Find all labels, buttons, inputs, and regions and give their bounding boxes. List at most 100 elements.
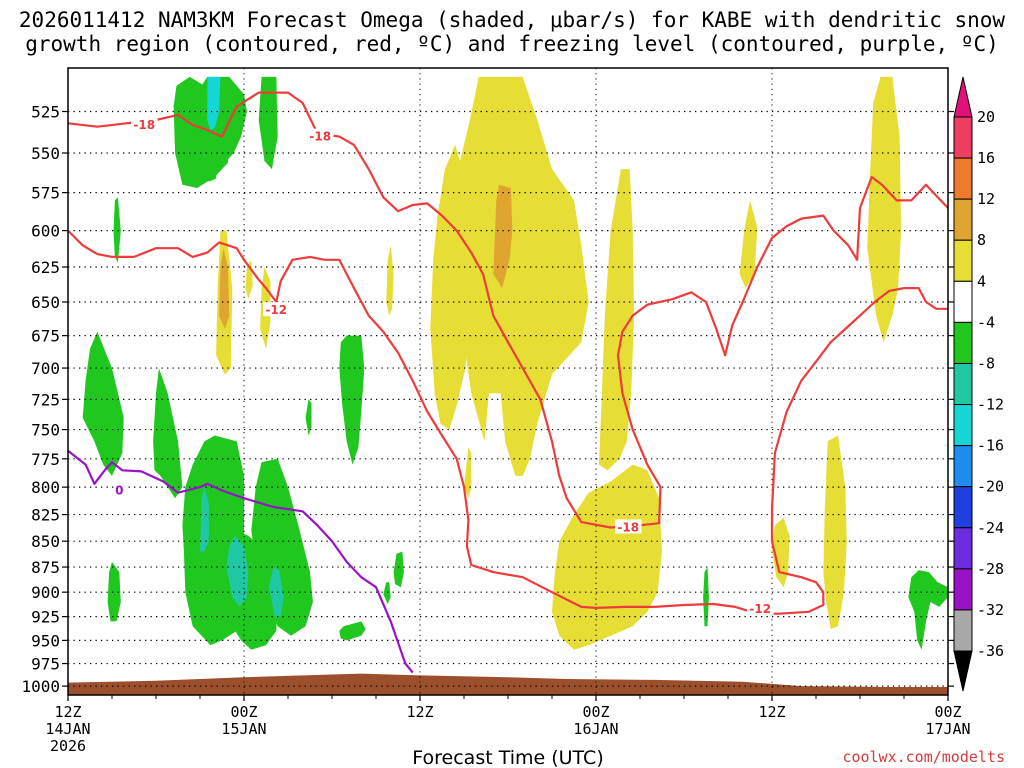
y-tick-label-625: 625 <box>31 258 60 277</box>
y-tick-label-750: 750 <box>31 421 60 440</box>
y-tick-label-925: 925 <box>31 608 60 627</box>
omega-region-28 <box>393 551 404 588</box>
x-tick-label-1-1: 00Z <box>230 703 257 721</box>
y-tick-label-875: 875 <box>31 558 60 577</box>
colorbar-label-11: -28 <box>977 560 1004 578</box>
colorbar-swatch-3 <box>953 239 973 282</box>
colorbar-label-3: 8 <box>977 231 986 249</box>
y-tick-label-1000: 1000 <box>21 677 60 696</box>
contour-red-1 <box>68 229 948 615</box>
omega-region-5 <box>867 76 902 343</box>
x-tick-label-0-1: 12Z <box>54 703 81 721</box>
title-line-1: 2026011412 NAM3KM Forecast Omega (shaded… <box>19 8 1006 32</box>
x-tick-label-4-1: 12Z <box>758 703 785 721</box>
colorbar-label-10: -24 <box>977 519 1004 537</box>
x-tick-label-0-2: 14JAN <box>45 720 90 738</box>
omega-region-27 <box>305 399 312 436</box>
colorbar-label-7: -12 <box>977 396 1004 414</box>
colorbar-label-13: -36 <box>977 642 1004 660</box>
omega-region-23 <box>207 153 218 182</box>
x-tick-label-5-2: 17JAN <box>925 720 970 738</box>
x-tick-label-3-2: 16JAN <box>573 720 618 738</box>
omega-region-16 <box>200 76 247 170</box>
y-tick-label-950: 950 <box>31 631 60 650</box>
omega-region-33 <box>226 535 249 607</box>
title-line-2: growth region (contoured, red, ºC) and f… <box>25 32 999 56</box>
contour-label-bg-2-0 <box>113 482 126 497</box>
omega-region-12 <box>464 447 472 499</box>
colorbar-label-5: -4 <box>977 313 995 331</box>
omega-shading <box>68 76 948 695</box>
y-tick-label-675: 675 <box>31 327 60 346</box>
contour-label-bg-0-1 <box>307 128 334 143</box>
omega-region-1 <box>430 144 470 430</box>
omega-region-19 <box>82 331 124 476</box>
omega-region-30 <box>908 570 948 650</box>
omega-region-25 <box>107 561 121 622</box>
omega-region-24 <box>339 335 365 465</box>
x-tick-label-0-3: 2026 <box>50 737 86 755</box>
y-tick-label-775: 775 <box>31 450 60 469</box>
y-tick-label-650: 650 <box>31 293 60 312</box>
colorbar-swatch-7 <box>953 404 973 447</box>
y-tick-label-550: 550 <box>31 144 60 163</box>
y-tick-label-800: 800 <box>31 478 60 497</box>
omega-region-22 <box>251 458 313 636</box>
colorbar-label-0: 20 <box>977 108 995 126</box>
omega-region-29 <box>113 197 121 263</box>
y-axis: 525 550 575 600 625 650 675 700 725 750 775 800 825 8… <box>21 103 954 696</box>
omega-region-7 <box>772 517 790 588</box>
colorbar-label-1: 16 <box>977 149 995 167</box>
grid-lines <box>68 68 948 695</box>
omega-region-31 <box>383 582 391 604</box>
y-tick-label-975: 975 <box>31 655 60 674</box>
y-tick-label-900: 900 <box>31 583 60 602</box>
y-tick-label-700: 700 <box>31 359 60 378</box>
colorbar-swatch-11 <box>953 568 973 611</box>
credit-text: coolwx.com/modelts <box>842 748 1005 766</box>
colorbar-swatch-6 <box>953 362 973 406</box>
contour-label-1-0: -12 <box>265 303 287 317</box>
colorbar-swatch-9 <box>953 486 973 529</box>
temperature-contours: -18 -18 -18 -12 -12 0 <box>68 91 948 674</box>
omega-region-10 <box>386 245 394 316</box>
y-tick-label-850: 850 <box>31 532 60 551</box>
colorbar-swatch-2 <box>953 198 973 241</box>
contour-label-2-0: 0 <box>115 483 123 497</box>
omega-region-13 <box>493 184 513 289</box>
colorbar-legend: 20 16 12 8 4 -4 -8 -12 -16 -20 -24 -28 -32 -36 <box>953 76 1004 692</box>
contour-label-bg-1-0 <box>263 302 290 317</box>
x-tick-label-5-1: 00Z <box>934 703 961 721</box>
x-axis-label: Forecast Time (UTC) <box>412 747 603 768</box>
omega-region-36 <box>207 76 221 130</box>
contour-label-bg-0-2 <box>615 519 642 534</box>
colorbar-swatch-1 <box>953 157 973 200</box>
omega-region-17 <box>258 76 278 170</box>
x-tick-label-1-2: 15JAN <box>221 720 266 738</box>
contour-label-0-0: -18 <box>133 118 155 132</box>
y-tick-label-600: 600 <box>31 222 60 241</box>
chart-title: 2026011412 NAM3KM Forecast Omega (shaded… <box>19 8 1006 56</box>
colorbar-swatch-0 <box>953 116 973 159</box>
x-tick-label-2-1: 12Z <box>406 703 433 721</box>
omega-region-18 <box>153 368 183 499</box>
colorbar-bottom-arrow <box>953 650 973 692</box>
omega-region-3 <box>552 464 662 650</box>
colorbar-swatch-8 <box>953 445 973 488</box>
colorbar-swatch-12 <box>953 609 973 652</box>
contour-label-1-1: -12 <box>749 602 771 616</box>
colorbar-label-2: 12 <box>977 190 995 208</box>
y-tick-label-825: 825 <box>31 506 60 525</box>
contour-label-0-2: -18 <box>617 520 639 534</box>
colorbar-label-9: -20 <box>977 478 1004 496</box>
omega-region-14 <box>219 248 230 329</box>
colorbar-swatch-4 <box>953 280 973 323</box>
ground-surface <box>68 673 948 695</box>
colorbar-label-8: -16 <box>977 437 1004 455</box>
omega-region-2 <box>598 169 635 471</box>
omega-region-34 <box>268 567 284 617</box>
contour-label-0-1: -18 <box>309 130 331 144</box>
omega-region-0 <box>456 76 589 476</box>
omega-region-4 <box>739 200 758 289</box>
